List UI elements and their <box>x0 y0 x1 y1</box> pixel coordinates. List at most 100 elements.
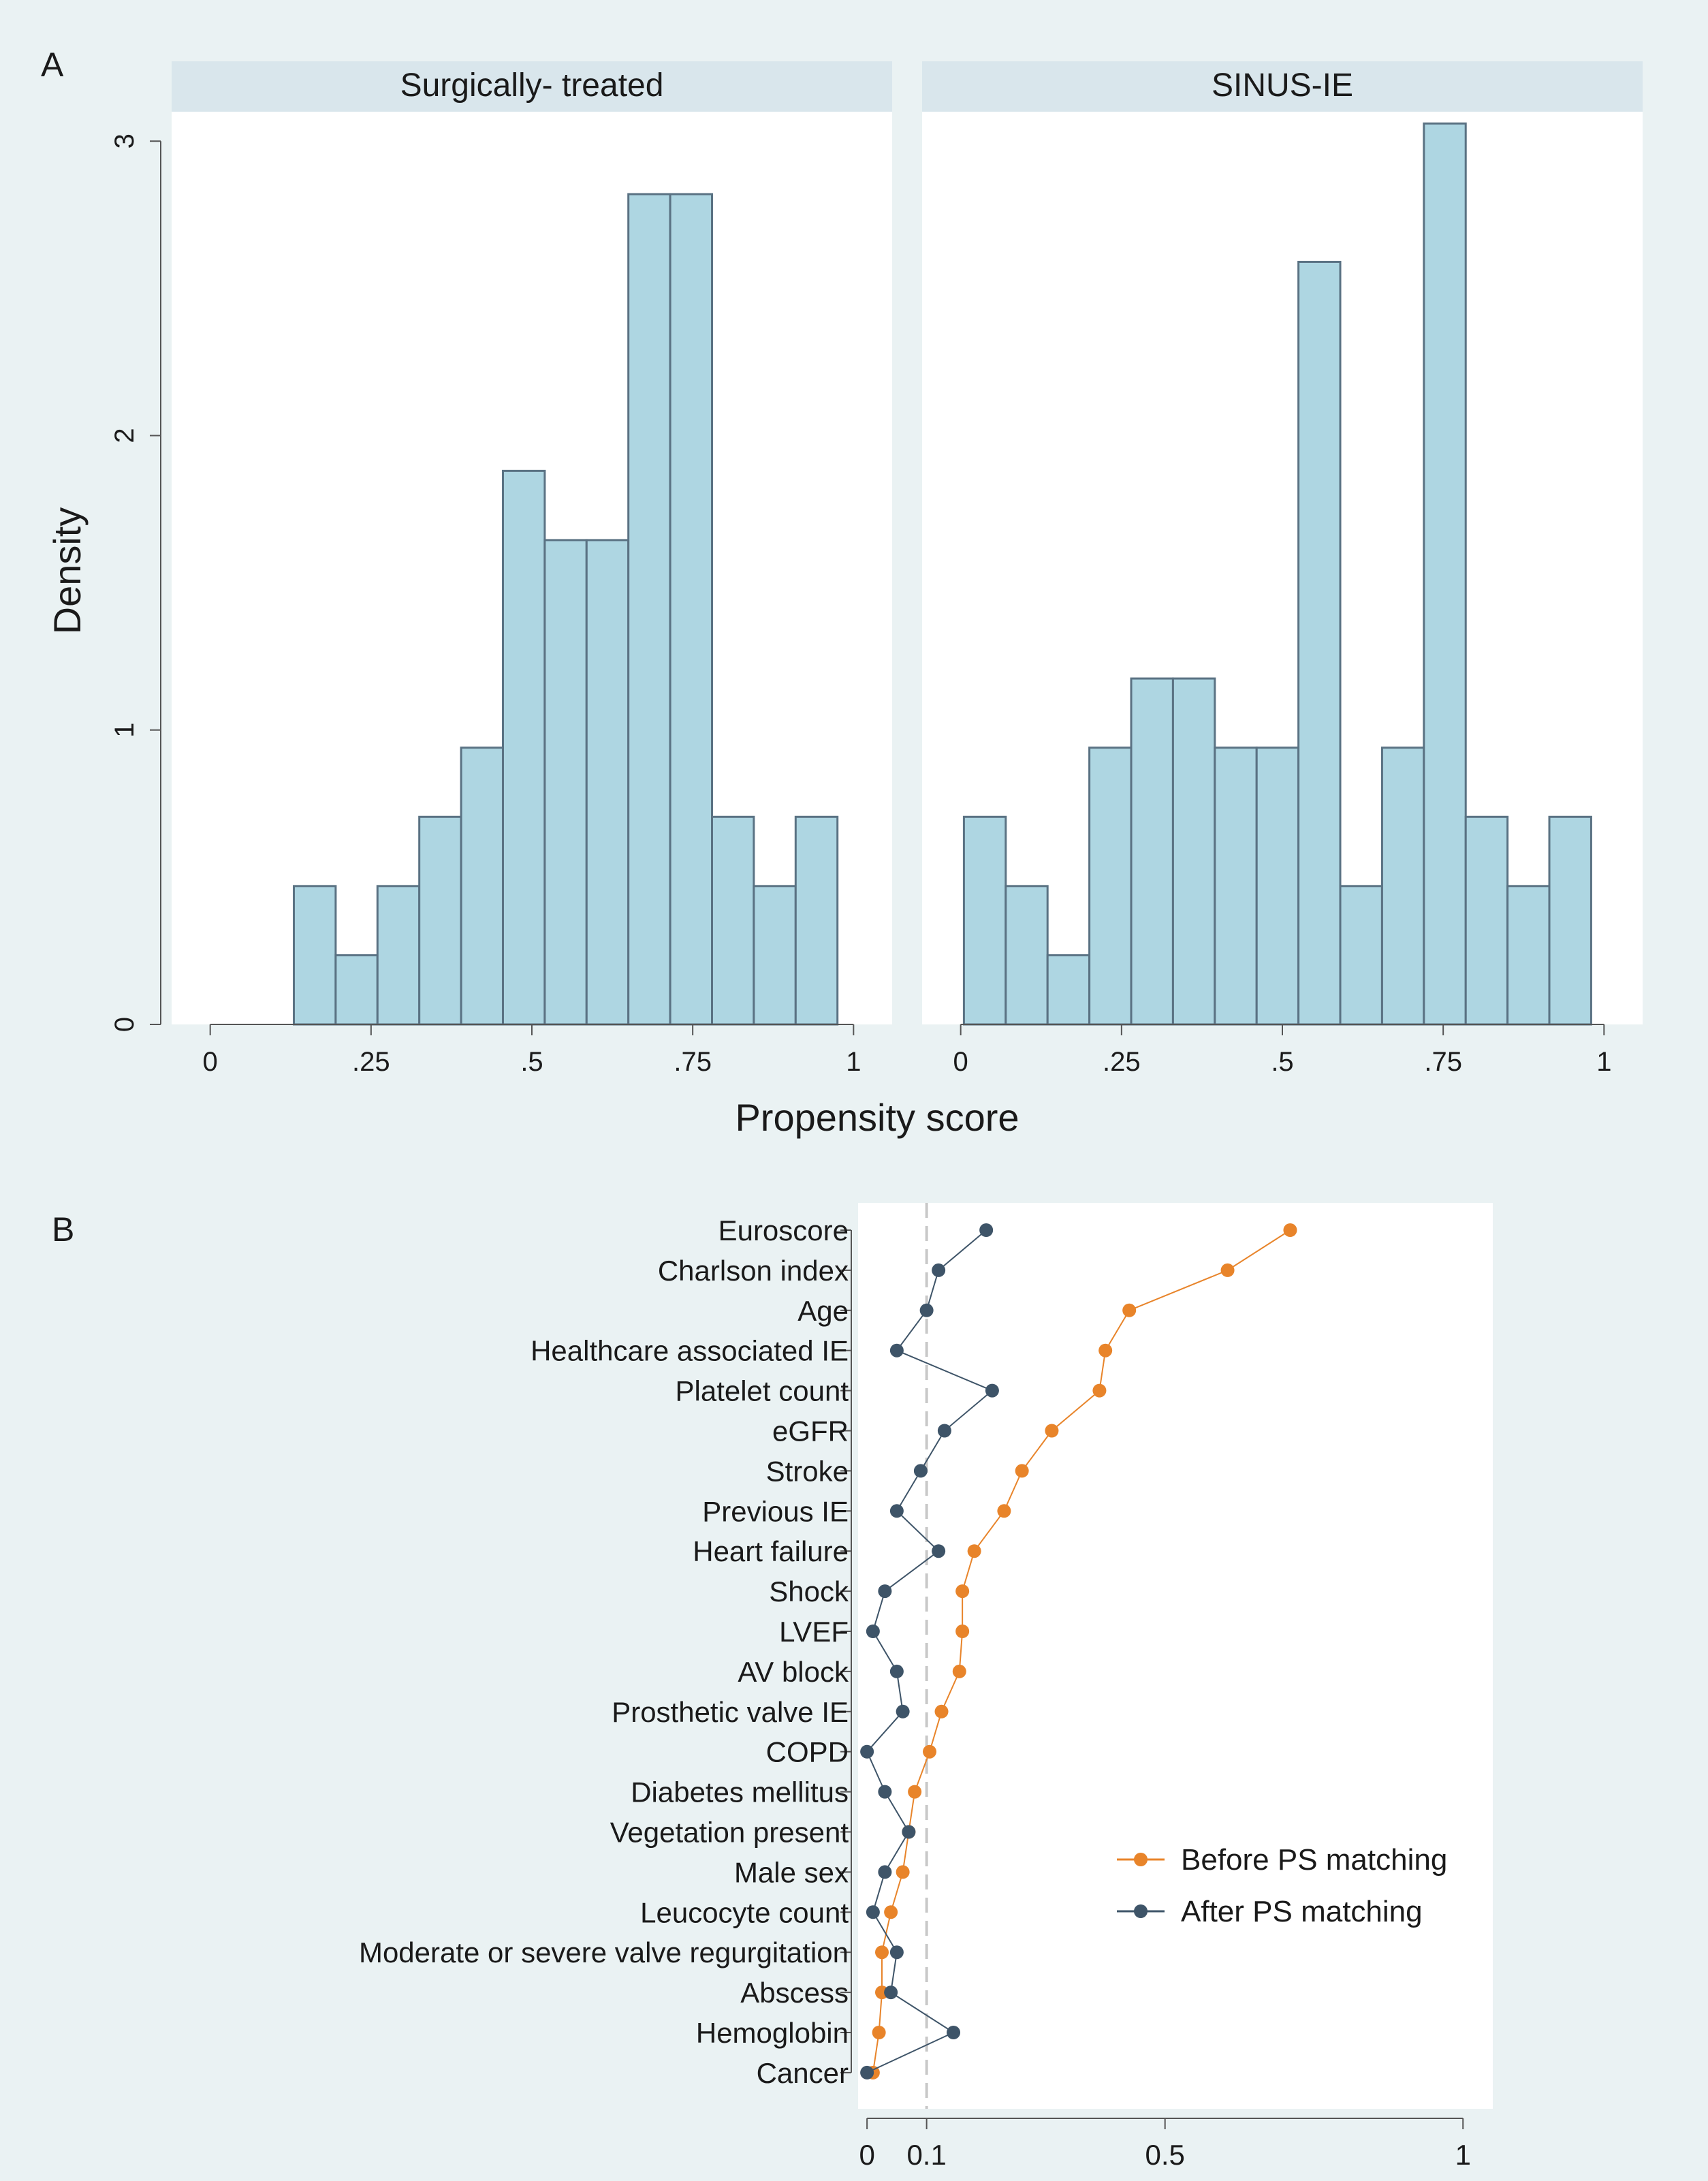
histogram-bar-sinus-ie-6 <box>1171 677 1216 1026</box>
facet-strip-surgically-treated <box>172 61 892 112</box>
y-tick-label: 2 <box>110 428 140 443</box>
point-after-ps-matching-heart-failure <box>932 1544 946 1558</box>
category-label-lvef: LVEF <box>779 1616 849 1648</box>
category-label-previous-ie: Previous IE <box>702 1495 849 1527</box>
histogram-bar-surgically-treated-9 <box>627 193 671 1026</box>
panel-b-balance-plot: B Euroscore Charlson index Age Healthcare a… <box>52 1203 1493 2171</box>
histogram-bar-sinus-ie-13 <box>1464 815 1509 1026</box>
y-axis-density: 0 1 2 3 <box>110 134 161 1032</box>
x-tick-label-sinus-ie: .25 <box>1103 1047 1141 1077</box>
histogram-bar-surgically-treated-1 <box>292 885 337 1026</box>
histogram-bar-surgically-treated-13 <box>794 815 839 1026</box>
point-after-ps-matching-shock <box>878 1584 892 1599</box>
histogram-bar-sinus-ie-5 <box>1130 677 1174 1026</box>
point-before-ps-matching-leucocyte-count <box>884 1905 898 1919</box>
histogram-bar-sinus-ie-2 <box>1005 885 1049 1026</box>
x-tick-label-sinus-ie: .5 <box>1271 1047 1293 1077</box>
histogram-bar-sinus-ie-1 <box>962 815 1007 1026</box>
legend-marker-after-ps-matching <box>1134 1904 1148 1918</box>
point-before-ps-matching-heart-failure <box>967 1544 981 1558</box>
facet-title-surgically-treated: Surgically- treated <box>400 67 664 104</box>
histogram-bar-surgically-treated-8 <box>585 539 630 1026</box>
histogram-bar-surgically-treated-7 <box>543 539 588 1026</box>
histogram-bar-sinus-ie-4 <box>1088 747 1133 1026</box>
point-after-ps-matching-age <box>919 1303 934 1317</box>
panel-a-histograms: A Surgically- treated SINUS-IE 0 1 2 3 0 .25… <box>41 46 1643 1139</box>
panel-a-letter: A <box>41 46 64 84</box>
point-after-ps-matching-copd <box>860 1744 874 1759</box>
category-label-cancer: Cancer <box>757 2057 849 2089</box>
histogram-bar-sinus-ie-3 <box>1046 954 1091 1026</box>
point-before-ps-matching-charlson-index <box>1220 1263 1235 1277</box>
point-before-ps-matching-euroscore <box>1283 1223 1297 1237</box>
point-before-ps-matching-av-block <box>952 1664 966 1678</box>
category-label-age: Age <box>797 1295 849 1327</box>
point-before-ps-matching-previous-ie <box>997 1504 1011 1518</box>
category-label-platelet-count: Platelet count <box>675 1375 849 1407</box>
point-after-ps-matching-lvef <box>866 1625 880 1638</box>
y-tick-label: 1 <box>110 723 140 738</box>
histogram-bar-surgically-treated-11 <box>711 815 755 1026</box>
category-label-hemoglobin: Hemoglobin <box>696 2017 849 2049</box>
x-axis-surgically-treated: 0 .25 .5 .75 1 <box>203 1024 861 1077</box>
histogram-bar-sinus-ie-10 <box>1339 885 1383 1026</box>
legend-label-before-ps-matching: Before PS matching <box>1181 1843 1447 1877</box>
histogram-bar-surgically-treated-12 <box>753 885 797 1026</box>
balance-y-axis: Euroscore Charlson index Age Healthcare ass… <box>359 1214 852 2089</box>
panel-b-letter: B <box>52 1210 74 1249</box>
histogram-bar-surgically-treated-6 <box>501 469 546 1026</box>
facet-title-sinus-ie: SINUS-IE <box>1212 67 1353 104</box>
point-after-ps-matching-platelet-count <box>985 1383 999 1398</box>
series-line-after-ps-matching <box>866 1229 994 2073</box>
balance-x-axis: 0 0.1 0.5 1 <box>859 2118 1471 2171</box>
x-axis-sinus-ie: 0 .25 .5 .75 1 <box>953 1024 1611 1077</box>
category-label-egfr: eGFR <box>772 1415 849 1447</box>
y-axis-title: Density <box>46 507 89 635</box>
series-line-before-ps-matching <box>872 1229 1291 2073</box>
point-after-ps-matching-charlson-index <box>932 1263 946 1277</box>
point-before-ps-matching-prosthetic-valve-ie <box>934 1704 949 1719</box>
x-tick-label-surgically-treated: .75 <box>674 1047 712 1077</box>
balance-x-tick-label: 0.5 <box>1145 2139 1184 2171</box>
point-before-ps-matching-male-sex <box>896 1865 910 1879</box>
category-label-copd: COPD <box>766 1736 849 1768</box>
point-before-ps-matching-age <box>1122 1303 1137 1317</box>
point-after-ps-matching-healthcare-associated-ie <box>889 1343 904 1358</box>
point-before-ps-matching-moderate-or-severe-valve-regurgitation <box>875 1945 889 1960</box>
category-label-prosthetic-valve-ie: Prosthetic valve IE <box>612 1696 849 1728</box>
x-tick-label-sinus-ie: 0 <box>953 1047 968 1077</box>
point-after-ps-matching-euroscore <box>979 1223 994 1237</box>
histogram-bar-surgically-treated-3 <box>376 885 421 1026</box>
histogram-bar-surgically-treated-2 <box>334 954 379 1026</box>
point-after-ps-matching-diabetes-mellitus <box>878 1785 892 1799</box>
point-before-ps-matching-platelet-count <box>1092 1383 1107 1398</box>
point-after-ps-matching-av-block <box>889 1664 904 1678</box>
histogram-bar-sinus-ie-8 <box>1255 747 1300 1026</box>
y-tick-label: 3 <box>110 134 140 148</box>
histogram-bar-sinus-ie-12 <box>1423 122 1467 1026</box>
histogram-bar-sinus-ie-7 <box>1214 747 1258 1026</box>
histogram-bar-sinus-ie-14 <box>1506 885 1551 1026</box>
point-after-ps-matching-cancer <box>860 2065 874 2080</box>
point-before-ps-matching-shock <box>955 1584 970 1599</box>
category-label-healthcare-associated-ie: Healthcare associated IE <box>531 1335 849 1367</box>
category-label-euroscore: Euroscore <box>718 1214 849 1246</box>
point-after-ps-matching-prosthetic-valve-ie <box>896 1704 910 1719</box>
histogram-bar-surgically-treated-4 <box>418 815 462 1026</box>
point-after-ps-matching-moderate-or-severe-valve-regurgitation <box>889 1945 904 1960</box>
category-label-moderate-or-severe-valve-regurgitation: Moderate or severe valve regurgitation <box>359 1936 849 1968</box>
balance-x-tick-label: 0 <box>859 2139 874 2171</box>
point-before-ps-matching-copd <box>923 1744 937 1759</box>
category-label-abscess: Abscess <box>740 1977 849 2009</box>
point-after-ps-matching-vegetation-present <box>902 1825 916 1839</box>
category-label-male-sex: Male sex <box>734 1856 849 1888</box>
balance-plot-area <box>858 1203 1493 2109</box>
point-after-ps-matching-abscess <box>884 1986 898 2000</box>
point-after-ps-matching-previous-ie <box>889 1504 904 1518</box>
x-tick-label-surgically-treated: .5 <box>520 1047 543 1077</box>
category-label-stroke: Stroke <box>766 1455 849 1487</box>
legend-label-after-ps-matching: After PS matching <box>1181 1895 1423 1928</box>
legend-marker-before-ps-matching <box>1134 1853 1148 1866</box>
category-label-shock: Shock <box>769 1575 849 1607</box>
